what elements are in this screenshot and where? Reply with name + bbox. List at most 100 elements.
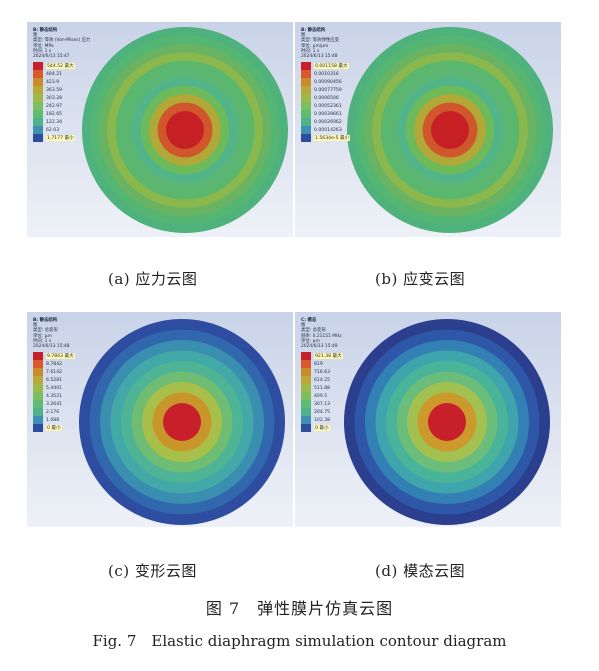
scale-label: 0.00026962: [314, 119, 342, 125]
color-swatch: [301, 94, 311, 103]
color-swatch: [33, 94, 43, 103]
color-swatch: [301, 352, 311, 361]
legend-meta: 2024/6/13 15:47: [33, 54, 70, 60]
color-swatch: [33, 400, 43, 409]
scale-label: 242.97: [46, 103, 63, 109]
legend-meta: B: 静态结构: [33, 28, 58, 33]
color-swatch: [33, 416, 43, 425]
color-swatch: [33, 134, 43, 143]
scale-label: 0.00090456: [314, 79, 342, 85]
color-swatch: [33, 62, 43, 71]
color-swatch: [33, 126, 43, 135]
color-swatch: [301, 134, 311, 143]
scale-label: 4.3521: [46, 393, 63, 399]
color-swatch: [33, 70, 43, 79]
scale-label: 1.5634e-5 最小: [314, 135, 351, 142]
scale-label: 0.00077759: [314, 87, 342, 93]
color-swatch: [301, 126, 311, 135]
color-swatch: [33, 392, 43, 401]
modal-contour-plot: [344, 319, 550, 525]
deformation-legend: B: 静态结构 图 类型: 总变形 单位: μm 时间: 1 s 2024/6/…: [33, 318, 75, 433]
color-scale: 921.38 最大 819 716.63 614.25 511.88 409.5…: [301, 352, 343, 433]
legend-meta: 图: [33, 33, 38, 39]
panel-modal: C: 模态 图 类型: 总变形 频率: 0.21151 MHz 单位: μm 2…: [295, 312, 561, 527]
scale-label: 544.52 最大: [46, 63, 75, 70]
legend-meta: 时间: 1 s: [33, 338, 52, 344]
color-scale: 544.52 最大 484.21 423.9 363.59 303.28 242…: [33, 62, 90, 143]
color-swatch: [301, 408, 311, 417]
legend-meta: 时间: 1 s: [33, 48, 52, 54]
scale-label: 9.7803 最大: [46, 353, 75, 360]
legend-meta: 图: [33, 323, 38, 329]
color-swatch: [33, 360, 43, 369]
scale-label: 0.0006506: [314, 95, 339, 101]
figure-caption-cn: 图 7 弹性膜片仿真云图: [205, 599, 394, 618]
panel-caption-b: (b) 应变云图: [375, 270, 466, 288]
color-swatch: [301, 86, 311, 95]
scale-label: 102.38: [314, 417, 331, 423]
panel-deformation: B: 静态结构 图 类型: 总变形 单位: μm 时间: 1 s 2024/6/…: [27, 312, 293, 527]
color-swatch: [301, 392, 311, 401]
color-swatch: [33, 368, 43, 377]
scale-label: 3.2641: [46, 401, 63, 407]
color-swatch: [33, 384, 43, 393]
contour-ring: [428, 403, 466, 441]
color-swatch: [301, 376, 311, 385]
scale-label: 8.7842: [46, 361, 63, 367]
color-swatch: [301, 416, 311, 425]
scale-label: 7.6142: [46, 369, 63, 375]
scale-label: 0 最小: [46, 425, 62, 432]
modal-legend: C: 模态 图 类型: 总变形 频率: 0.21151 MHz 单位: μm 2…: [301, 318, 343, 433]
color-swatch: [301, 110, 311, 119]
scale-label: 363.59: [46, 87, 63, 93]
strain-legend: B: 静态结构 图 类型: 等效弹性应变 单位: μm/μm 时间: 1 s 2…: [301, 28, 351, 143]
scale-label: 1.088: [46, 417, 60, 423]
legend-meta: 单位: μm: [301, 338, 320, 344]
contour-ring: [163, 403, 201, 441]
scale-label: 614.25: [314, 377, 331, 383]
scale-label: 409.5: [314, 393, 328, 399]
legend-meta: 单位: μm: [33, 333, 52, 339]
contour-ring: [166, 111, 204, 149]
legend-meta: B: 静态结构: [301, 28, 326, 33]
legend-meta: 2024/6/13 15:48: [301, 54, 338, 60]
color-swatch: [33, 110, 43, 119]
color-swatch: [301, 384, 311, 393]
legend-meta: 2024/6/13 15:48: [33, 344, 70, 350]
legend-meta: 单位: μm/μm: [301, 43, 329, 49]
color-swatch: [301, 368, 311, 377]
scale-label: 303.28: [46, 95, 63, 101]
legend-meta: 类型: 等效 (Von-Mises) 应力: [33, 38, 91, 44]
deformation-contour-plot: [79, 319, 285, 525]
legend-meta: B: 静态结构: [33, 318, 58, 323]
legend-meta: 2024/6/13 15:49: [301, 344, 338, 350]
scale-label: 182.65: [46, 111, 63, 117]
panel-strain: B: 静态结构 图 类型: 等效弹性应变 单位: μm/μm 时间: 1 s 2…: [295, 22, 561, 237]
color-swatch: [301, 400, 311, 409]
scale-label: 0.001158 最大: [314, 63, 349, 70]
color-scale: 9.7803 最大 8.7842 7.6142 6.5281 5.4401 4.…: [33, 352, 75, 433]
scale-label: 0.0010316: [314, 71, 339, 77]
scale-label: 511.88: [314, 385, 331, 391]
legend-meta: 类型: 总变形: [33, 328, 58, 334]
scale-label: 122.34: [46, 119, 63, 125]
scale-label: 423.9: [46, 79, 60, 85]
scale-label: 819: [314, 361, 323, 367]
legend-meta: 图: [301, 33, 306, 39]
panel-stress: B: 静态结构 图 类型: 等效 (Von-Mises) 应力 单位: MPa …: [27, 22, 293, 237]
scale-label: 62.03: [46, 127, 60, 133]
stress-legend: B: 静态结构 图 类型: 等效 (Von-Mises) 应力 单位: MPa …: [33, 28, 91, 143]
scale-label: 716.63: [314, 369, 331, 375]
scale-label: 5.4401: [46, 385, 63, 391]
color-scale: 0.001158 最大 0.0010316 0.00090456 0.00077…: [301, 62, 351, 143]
color-swatch: [301, 102, 311, 111]
color-swatch: [301, 360, 311, 369]
strain-contour-plot: [347, 27, 553, 233]
color-swatch: [33, 86, 43, 95]
color-swatch: [301, 70, 311, 79]
scale-label: 0.00039661: [314, 111, 342, 117]
color-swatch: [33, 376, 43, 385]
color-swatch: [301, 62, 311, 71]
legend-meta: C: 模态: [301, 318, 317, 323]
scale-label: 6.5281: [46, 377, 63, 383]
